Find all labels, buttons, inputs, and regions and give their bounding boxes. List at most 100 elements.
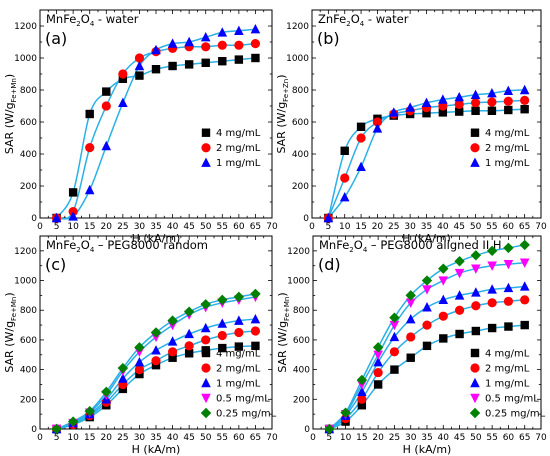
- data-point: [356, 161, 366, 171]
- data-point: [438, 294, 449, 305]
- data-point: [421, 97, 432, 107]
- x-tick-label: 45: [183, 222, 194, 232]
- data-point: [405, 102, 415, 112]
- legend-marker: [470, 128, 480, 137]
- data-point: [167, 347, 178, 357]
- legend-label: 0.5 mg/mL: [485, 394, 539, 405]
- data-point: [101, 386, 112, 398]
- y-tick-label: 0: [31, 425, 37, 435]
- x-tick-label: 70: [535, 222, 547, 232]
- x-tick-label: 20: [372, 433, 384, 443]
- y-axis-label: SAR (W/gFe+Mn): [3, 74, 18, 154]
- x-tick-label: 15: [356, 433, 367, 443]
- data-point: [503, 282, 514, 293]
- data-point: [356, 133, 366, 143]
- data-point: [217, 330, 227, 341]
- data-point: [183, 306, 195, 317]
- data-point: [438, 263, 449, 274]
- data-point: [84, 184, 95, 195]
- data-point: [201, 42, 211, 52]
- data-point: [340, 146, 349, 155]
- data-point: [438, 311, 448, 321]
- data-point: [454, 268, 465, 279]
- legend-label: 1 mg/mL: [485, 158, 530, 169]
- data-point: [503, 242, 514, 254]
- data-point: [503, 85, 514, 95]
- y-tick-label: 600: [292, 118, 309, 128]
- data-point: [151, 356, 161, 366]
- data-point: [454, 256, 465, 267]
- data-point: [200, 299, 211, 310]
- data-point: [471, 287, 481, 297]
- legend-label: 4 mg/mL: [216, 128, 261, 139]
- x-tick-label: 40: [167, 433, 179, 443]
- x-tick-label: 70: [266, 433, 278, 443]
- x-tick-label: 60: [233, 433, 245, 443]
- legend-marker: [201, 143, 211, 153]
- data-point: [134, 53, 145, 63]
- panel-title: MnFe2O4 – PEG8000 aligned II H: [319, 238, 502, 254]
- x-tick-label: 50: [200, 433, 212, 443]
- data-point: [471, 264, 481, 274]
- legend-marker: [470, 393, 480, 404]
- legend-label: 0.25 mg/mL: [485, 409, 546, 420]
- data-point: [84, 405, 95, 417]
- data-point: [134, 365, 145, 375]
- x-tick-label: 10: [67, 433, 79, 443]
- x-tick-label: 50: [200, 222, 212, 232]
- data-point: [487, 323, 497, 333]
- legend-marker: [200, 407, 212, 419]
- y-tick-label: 1200: [286, 22, 309, 32]
- y-tick-label: 600: [20, 118, 37, 128]
- data-point: [487, 106, 497, 115]
- x-tick-label: 20: [372, 222, 384, 232]
- data-point: [471, 326, 481, 336]
- data-point: [250, 24, 261, 34]
- legend-marker: [201, 377, 211, 388]
- y-tick-label: 800: [20, 86, 37, 96]
- data-point: [134, 356, 145, 367]
- legend-marker: [470, 143, 480, 153]
- data-point: [373, 350, 383, 360]
- data-point: [438, 108, 448, 117]
- x-tick-label: 55: [217, 433, 228, 443]
- data-point: [470, 250, 482, 261]
- y-tick-label: 1000: [14, 277, 37, 287]
- data-point: [117, 362, 129, 374]
- data-point: [68, 188, 78, 197]
- data-point: [503, 96, 513, 106]
- x-tick-label: 15: [84, 222, 95, 232]
- data-point: [455, 329, 464, 339]
- panel-letter: (b): [317, 29, 340, 48]
- panel-title: MnFe2O4 – PEG8000 random: [46, 238, 208, 254]
- y-tick-label: 1200: [287, 247, 310, 257]
- data-point: [101, 140, 112, 151]
- legend-marker: [201, 363, 211, 373]
- x-tick-label: 60: [503, 433, 515, 443]
- x-tick-label: 5: [54, 433, 60, 443]
- panel-title: MnFe2O4 - water: [46, 12, 139, 28]
- data-point: [340, 407, 351, 418]
- legend-marker: [470, 348, 480, 358]
- x-tick-label: 70: [535, 433, 547, 443]
- legend-label: 2 mg/mL: [485, 364, 530, 375]
- data-point: [438, 276, 449, 286]
- y-tick-label: 0: [304, 425, 310, 435]
- x-tick-label: 25: [389, 433, 400, 443]
- y-axis-label: SAR (W/gFe+Zn): [275, 74, 290, 153]
- data-point: [439, 334, 448, 343]
- y-tick-label: 800: [20, 306, 37, 316]
- x-tick-label: 10: [340, 433, 352, 443]
- data-point: [487, 88, 497, 98]
- data-point: [184, 349, 194, 358]
- data-point: [405, 298, 416, 309]
- x-tick-label: 45: [183, 433, 194, 443]
- data-point: [372, 117, 383, 127]
- chart-panel-1: 0 5 10 15 20 25 30 35 40 45 50 55 60 65 70 0 200 400 600 80…: [3, 9, 278, 245]
- data-point: [68, 211, 78, 221]
- data-point: [422, 302, 432, 312]
- x-tick-label: 65: [250, 433, 261, 443]
- y-tick-label: 200: [20, 395, 37, 405]
- y-tick-label: 200: [20, 182, 37, 192]
- data-point: [234, 342, 244, 351]
